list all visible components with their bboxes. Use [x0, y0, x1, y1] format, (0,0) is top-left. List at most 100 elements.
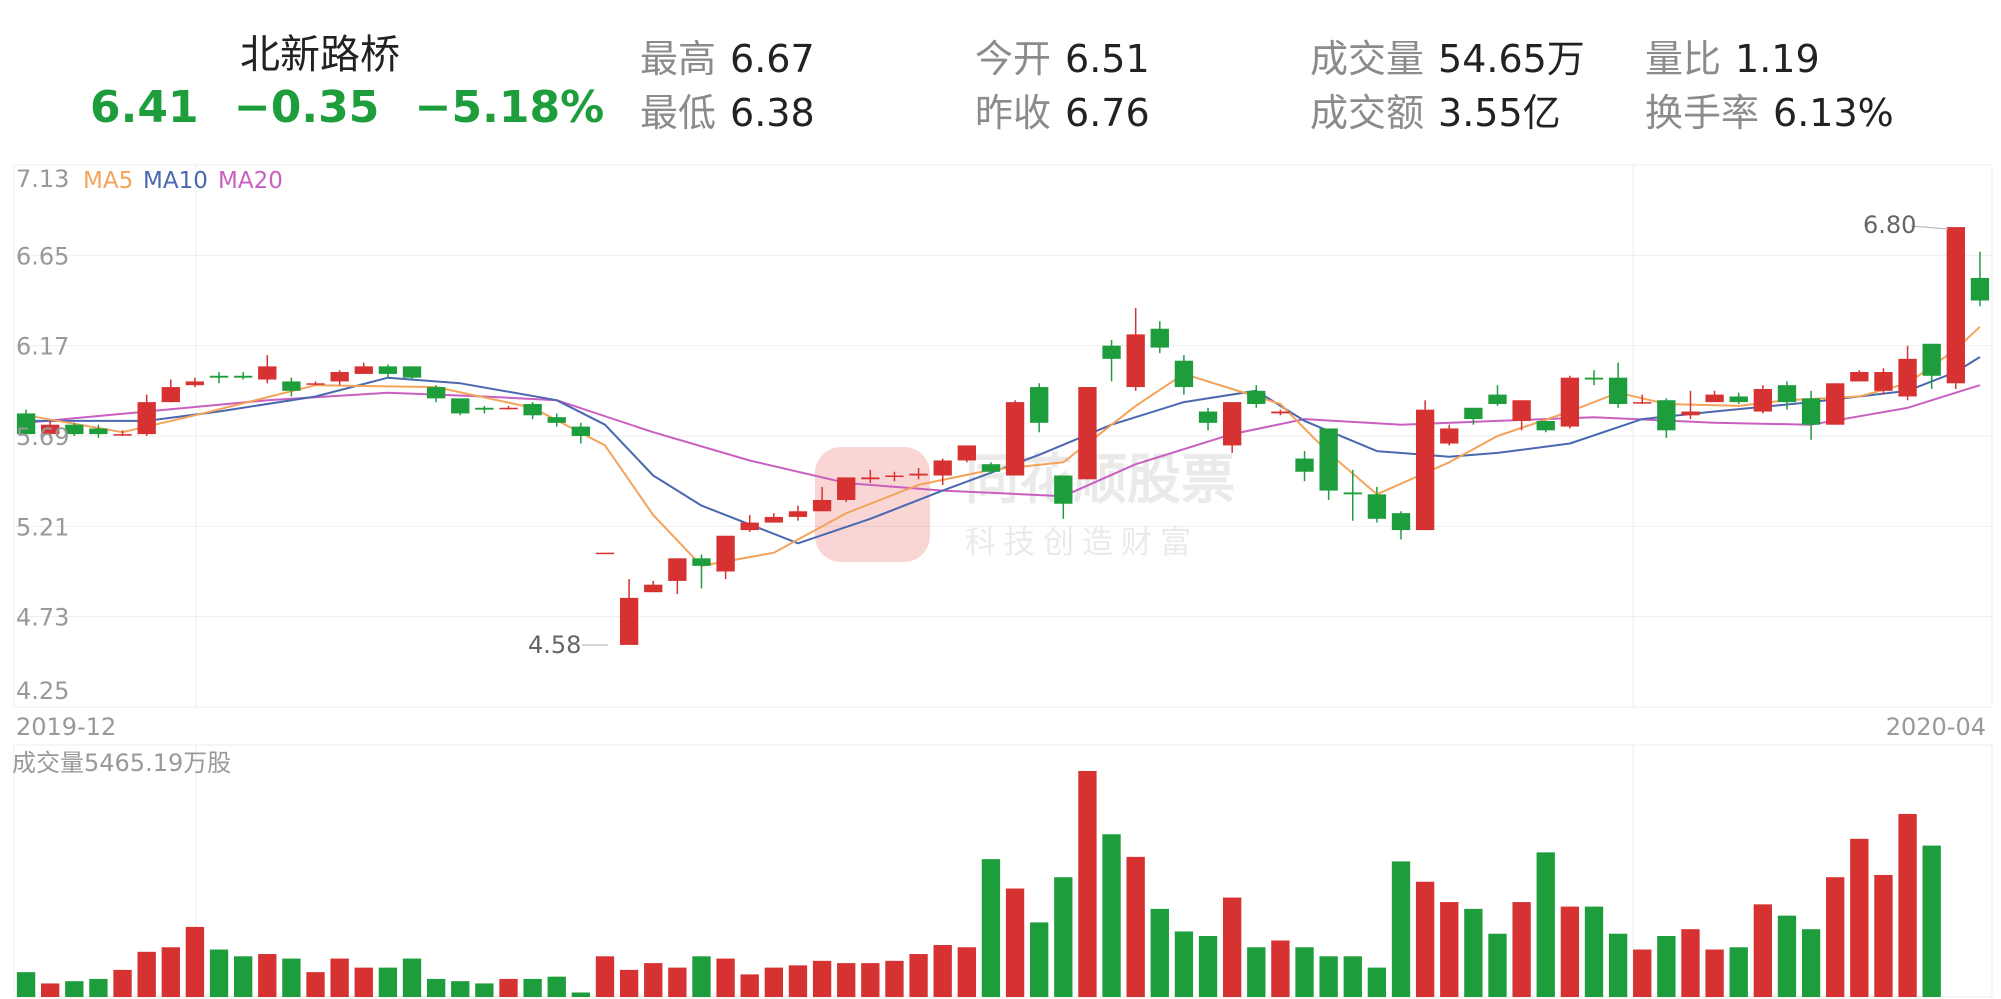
candle [1102, 340, 1121, 382]
candle-body [1078, 387, 1097, 480]
candle [1850, 370, 1869, 382]
volume-bar [1729, 947, 1748, 997]
candle-body [1608, 377, 1628, 405]
candle-body [499, 407, 518, 410]
candle-body [1512, 400, 1531, 421]
candle [1970, 251, 1990, 307]
candle [402, 366, 422, 380]
volume-bar [1367, 967, 1387, 997]
candle [330, 370, 349, 386]
candle-body [1705, 394, 1724, 403]
candle-body [1174, 360, 1194, 388]
stat-value: 54.65万 [1438, 37, 1585, 81]
volume-bar [1222, 897, 1242, 997]
candle-body [1030, 387, 1049, 423]
chart-grid [13, 164, 1993, 998]
candle [1415, 400, 1435, 531]
candle-body [909, 473, 928, 476]
volume-bar [354, 967, 373, 997]
volume-bar [1801, 929, 1821, 997]
volume-bar [885, 960, 904, 997]
volume-bar [788, 965, 808, 997]
candle-body [185, 381, 205, 386]
stat-label: 最低 [640, 91, 717, 135]
volume-bar [137, 951, 156, 997]
candle [1801, 390, 1821, 440]
candle-body [764, 516, 784, 523]
high-annotation-leader [1910, 225, 1949, 230]
candle [909, 467, 928, 480]
volume-bar [571, 992, 591, 997]
candle [65, 422, 84, 436]
volume-bar [1753, 904, 1773, 997]
stat-value: 6.76 [1065, 91, 1150, 135]
candle-body [1102, 345, 1121, 359]
y-tick-label: 5.69 [16, 423, 69, 451]
candle-body [1367, 494, 1387, 519]
candle [1343, 469, 1362, 521]
volume-bar [258, 954, 277, 997]
candle [1874, 368, 1893, 395]
candle-body [716, 535, 735, 572]
volume-bar [451, 981, 470, 997]
volume-bar [1608, 933, 1628, 997]
candle [1753, 385, 1773, 414]
candle-body [1874, 372, 1893, 391]
candlesticks [16, 227, 1990, 645]
candle [1946, 227, 1965, 389]
candle-body [1729, 396, 1748, 403]
volume-bar [282, 958, 301, 997]
candle [933, 458, 952, 485]
volume-bar [523, 978, 542, 997]
candle-body [1777, 385, 1797, 403]
candle [644, 580, 663, 593]
volume-bar [1295, 947, 1314, 997]
candle [475, 405, 494, 414]
stat-low: 最低 6.38 [640, 82, 815, 137]
volume-bar [475, 983, 494, 997]
candle [668, 558, 687, 595]
volume-bar [113, 969, 132, 997]
candle-body [16, 413, 36, 435]
candle [788, 505, 808, 521]
stat-volume-ratio: 量比 1.19 [1645, 28, 1820, 83]
volume-label: 成交量5465.19万股 [12, 749, 231, 777]
stat-label: 最高 [640, 37, 717, 81]
volume-bar [1391, 861, 1411, 997]
candle [378, 364, 398, 378]
candle [113, 430, 132, 436]
candle [185, 377, 205, 388]
candle-body [1319, 428, 1338, 491]
candle [1657, 398, 1676, 438]
candle-body [137, 402, 156, 435]
volume-bar [306, 972, 325, 997]
candle-body [1488, 394, 1507, 405]
volume-bar [668, 967, 687, 997]
candle [89, 424, 108, 438]
high-annotation: 6.80 [1863, 211, 1916, 239]
volume-bar [1054, 877, 1073, 997]
candle-body [837, 477, 856, 500]
candle-body [1850, 372, 1869, 382]
stat-label: 成交额 [1310, 91, 1425, 135]
candle-body [1464, 407, 1483, 420]
candle [426, 385, 446, 403]
candle [1078, 387, 1097, 480]
candle [1488, 385, 1507, 406]
candle-body [402, 366, 422, 378]
watermark: 同花顺股票 科技创造财富 [815, 447, 1235, 562]
volume-panel-frame [13, 744, 1993, 998]
candle [1271, 409, 1290, 416]
volume-bar [692, 956, 711, 997]
candle [1560, 375, 1580, 429]
stat-value: 3.55亿 [1438, 91, 1561, 135]
candle [885, 471, 904, 482]
volume-bar [16, 972, 36, 997]
candle-body [1584, 377, 1604, 380]
candle [1367, 486, 1387, 523]
stat-high: 最高 6.67 [640, 28, 815, 83]
candle [1198, 407, 1218, 431]
candle-body [1415, 409, 1435, 531]
volume-bar [1560, 906, 1580, 997]
candle [1584, 370, 1604, 386]
